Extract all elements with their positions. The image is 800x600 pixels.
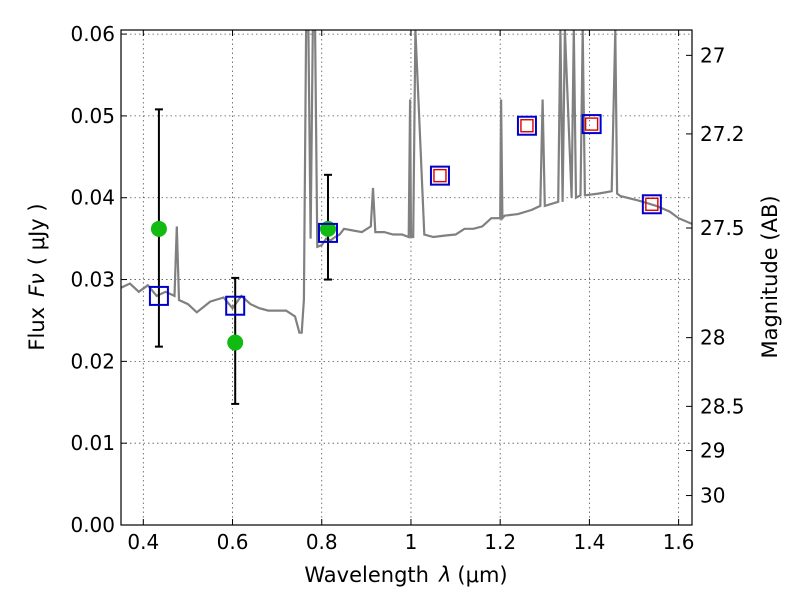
grid [121, 30, 692, 526]
model-box [641, 194, 662, 215]
axis-ticks: 0.4 0.6 0.8 1 1.2 1.4 1.6 0.00 0.01 0.02 0.03 0.04 0… [70, 22, 744, 554]
x-tick-label: 0.8 [306, 530, 338, 554]
right-axis-label: Magnitude (AB) [758, 195, 782, 358]
y-tick-label: 0.04 [70, 186, 115, 210]
y-tick-label: 0.02 [70, 349, 115, 373]
model-box [516, 115, 537, 136]
model-box-inner [433, 168, 447, 183]
x-tick-label: 1.6 [663, 530, 695, 554]
y-tick-label: 0.05 [70, 104, 115, 128]
x-tick-label: 1 [405, 530, 418, 554]
model-photometry-boxes [148, 114, 662, 316]
x-tick-label: 0.4 [127, 530, 159, 554]
model-sed-spectrum [121, 30, 692, 334]
model-box-inner [584, 117, 599, 131]
y-tick-label: 0.01 [70, 431, 115, 455]
y2-tick-label: 27.2 [700, 122, 745, 146]
x-axis-label: Wavelength λ (μm) [304, 563, 507, 587]
y2-tick-label: 27.5 [700, 216, 745, 240]
y-tick-label: 0.03 [70, 268, 115, 292]
x-tick-label: 1.2 [484, 530, 516, 554]
model-box [148, 285, 169, 306]
x-tick-label: 1.4 [573, 530, 605, 554]
plot-frame [120, 29, 693, 526]
y-axis-label: FluxFν( μJy ) [25, 203, 49, 350]
y-tick-label: 0.06 [70, 22, 115, 46]
observed-point [227, 334, 244, 351]
y2-tick-label: 28.5 [700, 394, 745, 418]
model-box-inner [520, 119, 534, 133]
y2-tick-label: 28 [700, 326, 725, 350]
model-box-inner [645, 197, 659, 211]
y2-tick-label: 27 [700, 43, 725, 67]
y2-tick-label: 30 [700, 484, 725, 508]
model-box [317, 222, 338, 243]
y2-tick-label: 29 [700, 439, 725, 463]
model-box [581, 114, 602, 135]
model-box [225, 295, 246, 316]
y-tick-label: 0.00 [70, 513, 115, 537]
model-box [429, 165, 450, 186]
observed-point [150, 220, 167, 237]
x-tick-label: 0.6 [217, 530, 249, 554]
